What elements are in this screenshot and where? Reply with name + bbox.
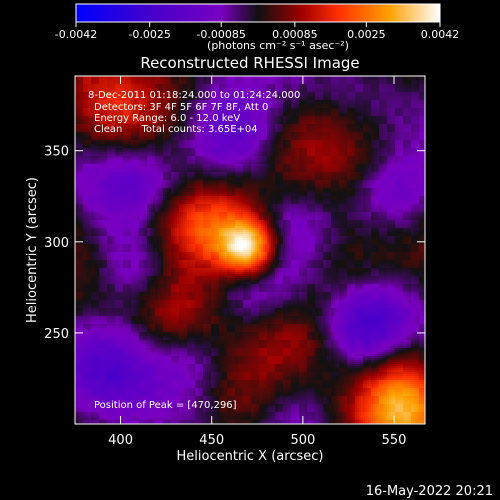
annotation-detectors: Detectors: 3F 4F 5F 6F 7F 8F, Att 0 <box>94 102 268 113</box>
y-tick-label: 250 <box>44 327 69 342</box>
y-axis-label: Heliocentric Y (arcsec) <box>25 177 40 323</box>
y-tick-label: 350 <box>44 145 69 160</box>
x-tick-label: 400 <box>108 433 133 448</box>
x-tick-label: 500 <box>290 433 315 448</box>
x-axis-label: Heliocentric X (arcsec) <box>177 449 324 464</box>
annotation-energy-range: Energy Range: 6.0 - 12.0 keV <box>94 113 240 124</box>
plot-frame <box>74 75 426 425</box>
colorbar-tick-label: -0.00085 <box>196 28 245 41</box>
colorbar-tick-label: -0.0025 <box>128 28 170 41</box>
colorbar-frame <box>75 3 441 23</box>
annotation-clean-counts: Clean Total counts: 3.65E+04 <box>94 124 258 135</box>
colorbar-gradient <box>76 4 440 22</box>
colorbar-ticks <box>75 22 441 27</box>
x-tick-label: 550 <box>382 433 407 448</box>
y-axis-ticks: 250 300 350 <box>44 145 425 342</box>
annotation-time-range: 8-Dec-2011 01:18:24.000 to 01:24:24.000 <box>88 90 300 101</box>
peak-position-label: Position of Peak = [470,296] <box>94 400 237 411</box>
colorbar-tick-label: 0.0042 <box>421 28 460 41</box>
x-tick-label: 450 <box>199 433 224 448</box>
heatmap-image <box>75 76 425 424</box>
colorbar-tick-label: 0.0025 <box>347 28 386 41</box>
colorbar-tick-label: -0.0042 <box>55 28 97 41</box>
colorbar-units: (photons cm⁻² s⁻¹ asec⁻²) <box>207 39 349 52</box>
colorbar-tick-labels: -0.0042 -0.0025 -0.00085 0.00085 0.0025 0.004… <box>55 28 459 41</box>
chart-title: Reconstructed RHESSI Image <box>140 54 359 72</box>
x-axis-ticks: 400 450 500 550 <box>108 76 406 448</box>
y-tick-label: 300 <box>44 236 69 251</box>
colorbar-tick-label: 0.00085 <box>272 28 318 41</box>
footer-timestamp: 16-May-2022 20:21 <box>366 484 493 499</box>
